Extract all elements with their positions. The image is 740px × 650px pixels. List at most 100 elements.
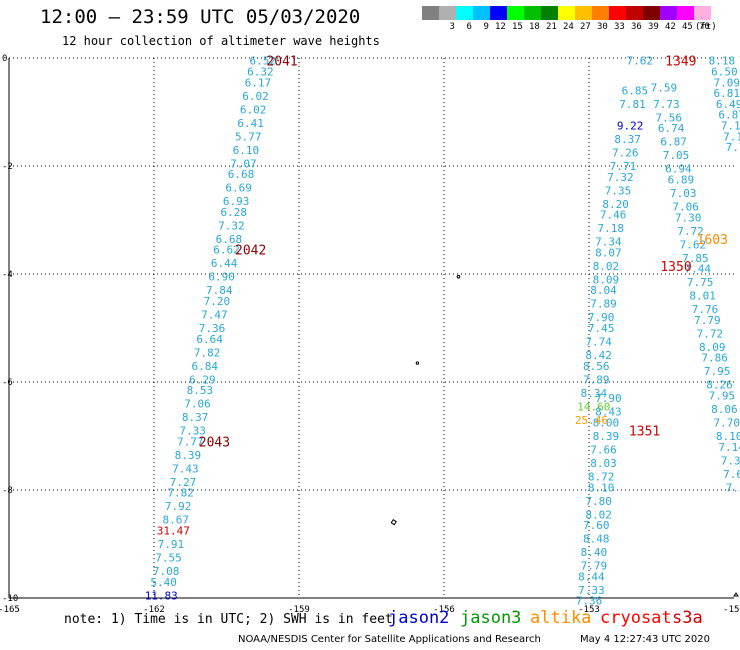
wave-height-value: 7.89 [583, 373, 610, 386]
wave-height-value: 7.34 [595, 236, 622, 249]
lon-tick-label: -159 [288, 605, 310, 615]
wave-height-value: 7.33 [179, 425, 206, 438]
island-marker [390, 519, 397, 526]
wave-height-value: 7.36 [576, 595, 603, 608]
generated-timestamp: May 4 12:27:43 UTC 2020 [580, 634, 710, 645]
color-swatch-label: 12 [495, 22, 506, 32]
lon-tick-label: -153 [578, 605, 600, 615]
wave-height-value: 6.81 [714, 87, 740, 100]
wave-height-value: 7.26 [612, 147, 639, 160]
wave-height-value: 8.40 [581, 546, 608, 559]
color-swatch-label: 33 [614, 22, 625, 32]
color-swatch [660, 6, 677, 20]
wave-height-value: 7.81 [619, 98, 646, 111]
wave-height-value: 8.34 [581, 387, 608, 400]
wave-height-value: 7.71 [610, 160, 637, 173]
color-swatch [558, 6, 575, 20]
wave-height-value: 7.05 [663, 149, 690, 162]
color-swatch [507, 6, 524, 20]
wave-height-value: 7.32 [218, 219, 245, 232]
wave-height-value: 7.16 [723, 130, 740, 143]
track-id-label: 1349 [665, 55, 696, 70]
legend-item-altika: altika [530, 608, 592, 628]
color-swatch [694, 6, 711, 20]
color-swatch-label: 36 [631, 22, 642, 32]
wave-height-value: 6.32 [247, 66, 274, 79]
wave-height-value: 7.74 [585, 336, 612, 349]
color-swatch [524, 6, 541, 20]
wave-height-value: 8.44 [578, 570, 605, 583]
color-swatch [473, 6, 490, 20]
wave-height-value: 7.09 [714, 76, 740, 89]
wave-height-value: 7.75 [726, 141, 740, 154]
wave-height-value: 7.35 [605, 184, 632, 197]
wave-height-value: 6.93 [223, 195, 250, 208]
color-swatch-label: 3 [449, 22, 455, 32]
color-swatch [643, 6, 660, 20]
wave-height-value: 6.84 [192, 360, 219, 373]
wave-height-value: 14.60 [577, 400, 610, 413]
wave-height-value: 7.75 [687, 276, 714, 289]
wave-height-value: 7.77 [177, 435, 204, 448]
color-swatch-label: 9 [483, 22, 489, 32]
units-note: note: 1) Time is in UTC; 2) SWH is in fe… [64, 612, 393, 627]
wave-height-value: 7.56 [656, 111, 683, 124]
wave-height-value: 7.60 [583, 519, 610, 532]
wave-height-value: 7.85 [682, 252, 709, 265]
wave-height-value: 6.50 [711, 66, 738, 79]
wave-height-value: 8.43 [595, 406, 622, 419]
lat-tick-label: -4 [2, 270, 13, 280]
wave-height-value: 7.20 [204, 295, 231, 308]
wave-height-value: 7.14 [718, 441, 740, 454]
wave-height-value: 8.00 [593, 417, 620, 430]
wave-height-value: 7.90 [588, 311, 615, 324]
color-swatch [592, 6, 609, 20]
color-swatch-label: 45 [682, 22, 693, 32]
island-marker [415, 361, 420, 365]
wave-height-value: 7.59 [651, 82, 678, 95]
wave-height-value: 7.35 [726, 481, 740, 494]
track-id-label: 1603 [697, 233, 728, 248]
color-swatch-label: 15 [512, 22, 523, 32]
wave-height-value: 7.03 [670, 187, 697, 200]
wave-height-value: 7.55 [155, 552, 182, 565]
wave-height-value: 9.22 [617, 120, 644, 133]
wave-height-value: 8.56 [583, 360, 610, 373]
wave-height-value: 6.10 [233, 144, 260, 157]
color-swatch-label: 30 [597, 22, 608, 32]
legend-item-s3a: s3a [672, 608, 703, 628]
color-swatch-label: 6 [466, 22, 472, 32]
wave-height-value: 8.02 [593, 260, 620, 273]
wave-height-value: 11.83 [145, 589, 178, 602]
wave-height-value: 7.64 [723, 468, 740, 481]
wave-height-value: 7.95 [709, 390, 736, 403]
wave-height-value: 8.42 [585, 349, 612, 362]
wave-height-value: 6.41 [237, 117, 264, 130]
legend-item-cryosat: cryosat [600, 608, 672, 628]
wave-height-value: 8.53 [187, 384, 214, 397]
lon-tick-label: -162 [143, 605, 165, 615]
color-swatch-label: 27 [580, 22, 591, 32]
wave-height-value: 7.06 [672, 201, 699, 214]
wave-height-value: 25.46 [575, 414, 608, 427]
wave-height-value: 7.36 [199, 322, 226, 335]
island-marker [456, 274, 461, 279]
wave-height-value: 6.69 [225, 182, 252, 195]
wave-height-value: 8.09 [593, 273, 620, 286]
wave-height-value: 8.20 [602, 198, 629, 211]
lat-tick-label: 0 [2, 54, 7, 64]
wave-height-value: 7.95 [704, 365, 731, 378]
wave-height-value: 7.18 [598, 222, 625, 235]
wave-height-value: 6.94 [665, 163, 692, 176]
wave-height-value: 7.27 [170, 476, 197, 489]
lon-tick-label: -150 [723, 605, 740, 615]
wave-height-value: 6.64 [196, 333, 223, 346]
wave-height-value: 7.86 [701, 352, 728, 365]
color-scale-unit: (ft) [695, 22, 717, 32]
wave-height-value: 7.47 [201, 309, 228, 322]
wave-height-value: 7.45 [588, 322, 615, 335]
wave-height-value: 7.90 [595, 392, 622, 405]
color-swatch [422, 6, 439, 20]
wave-height-value: 8.18 [709, 55, 736, 68]
